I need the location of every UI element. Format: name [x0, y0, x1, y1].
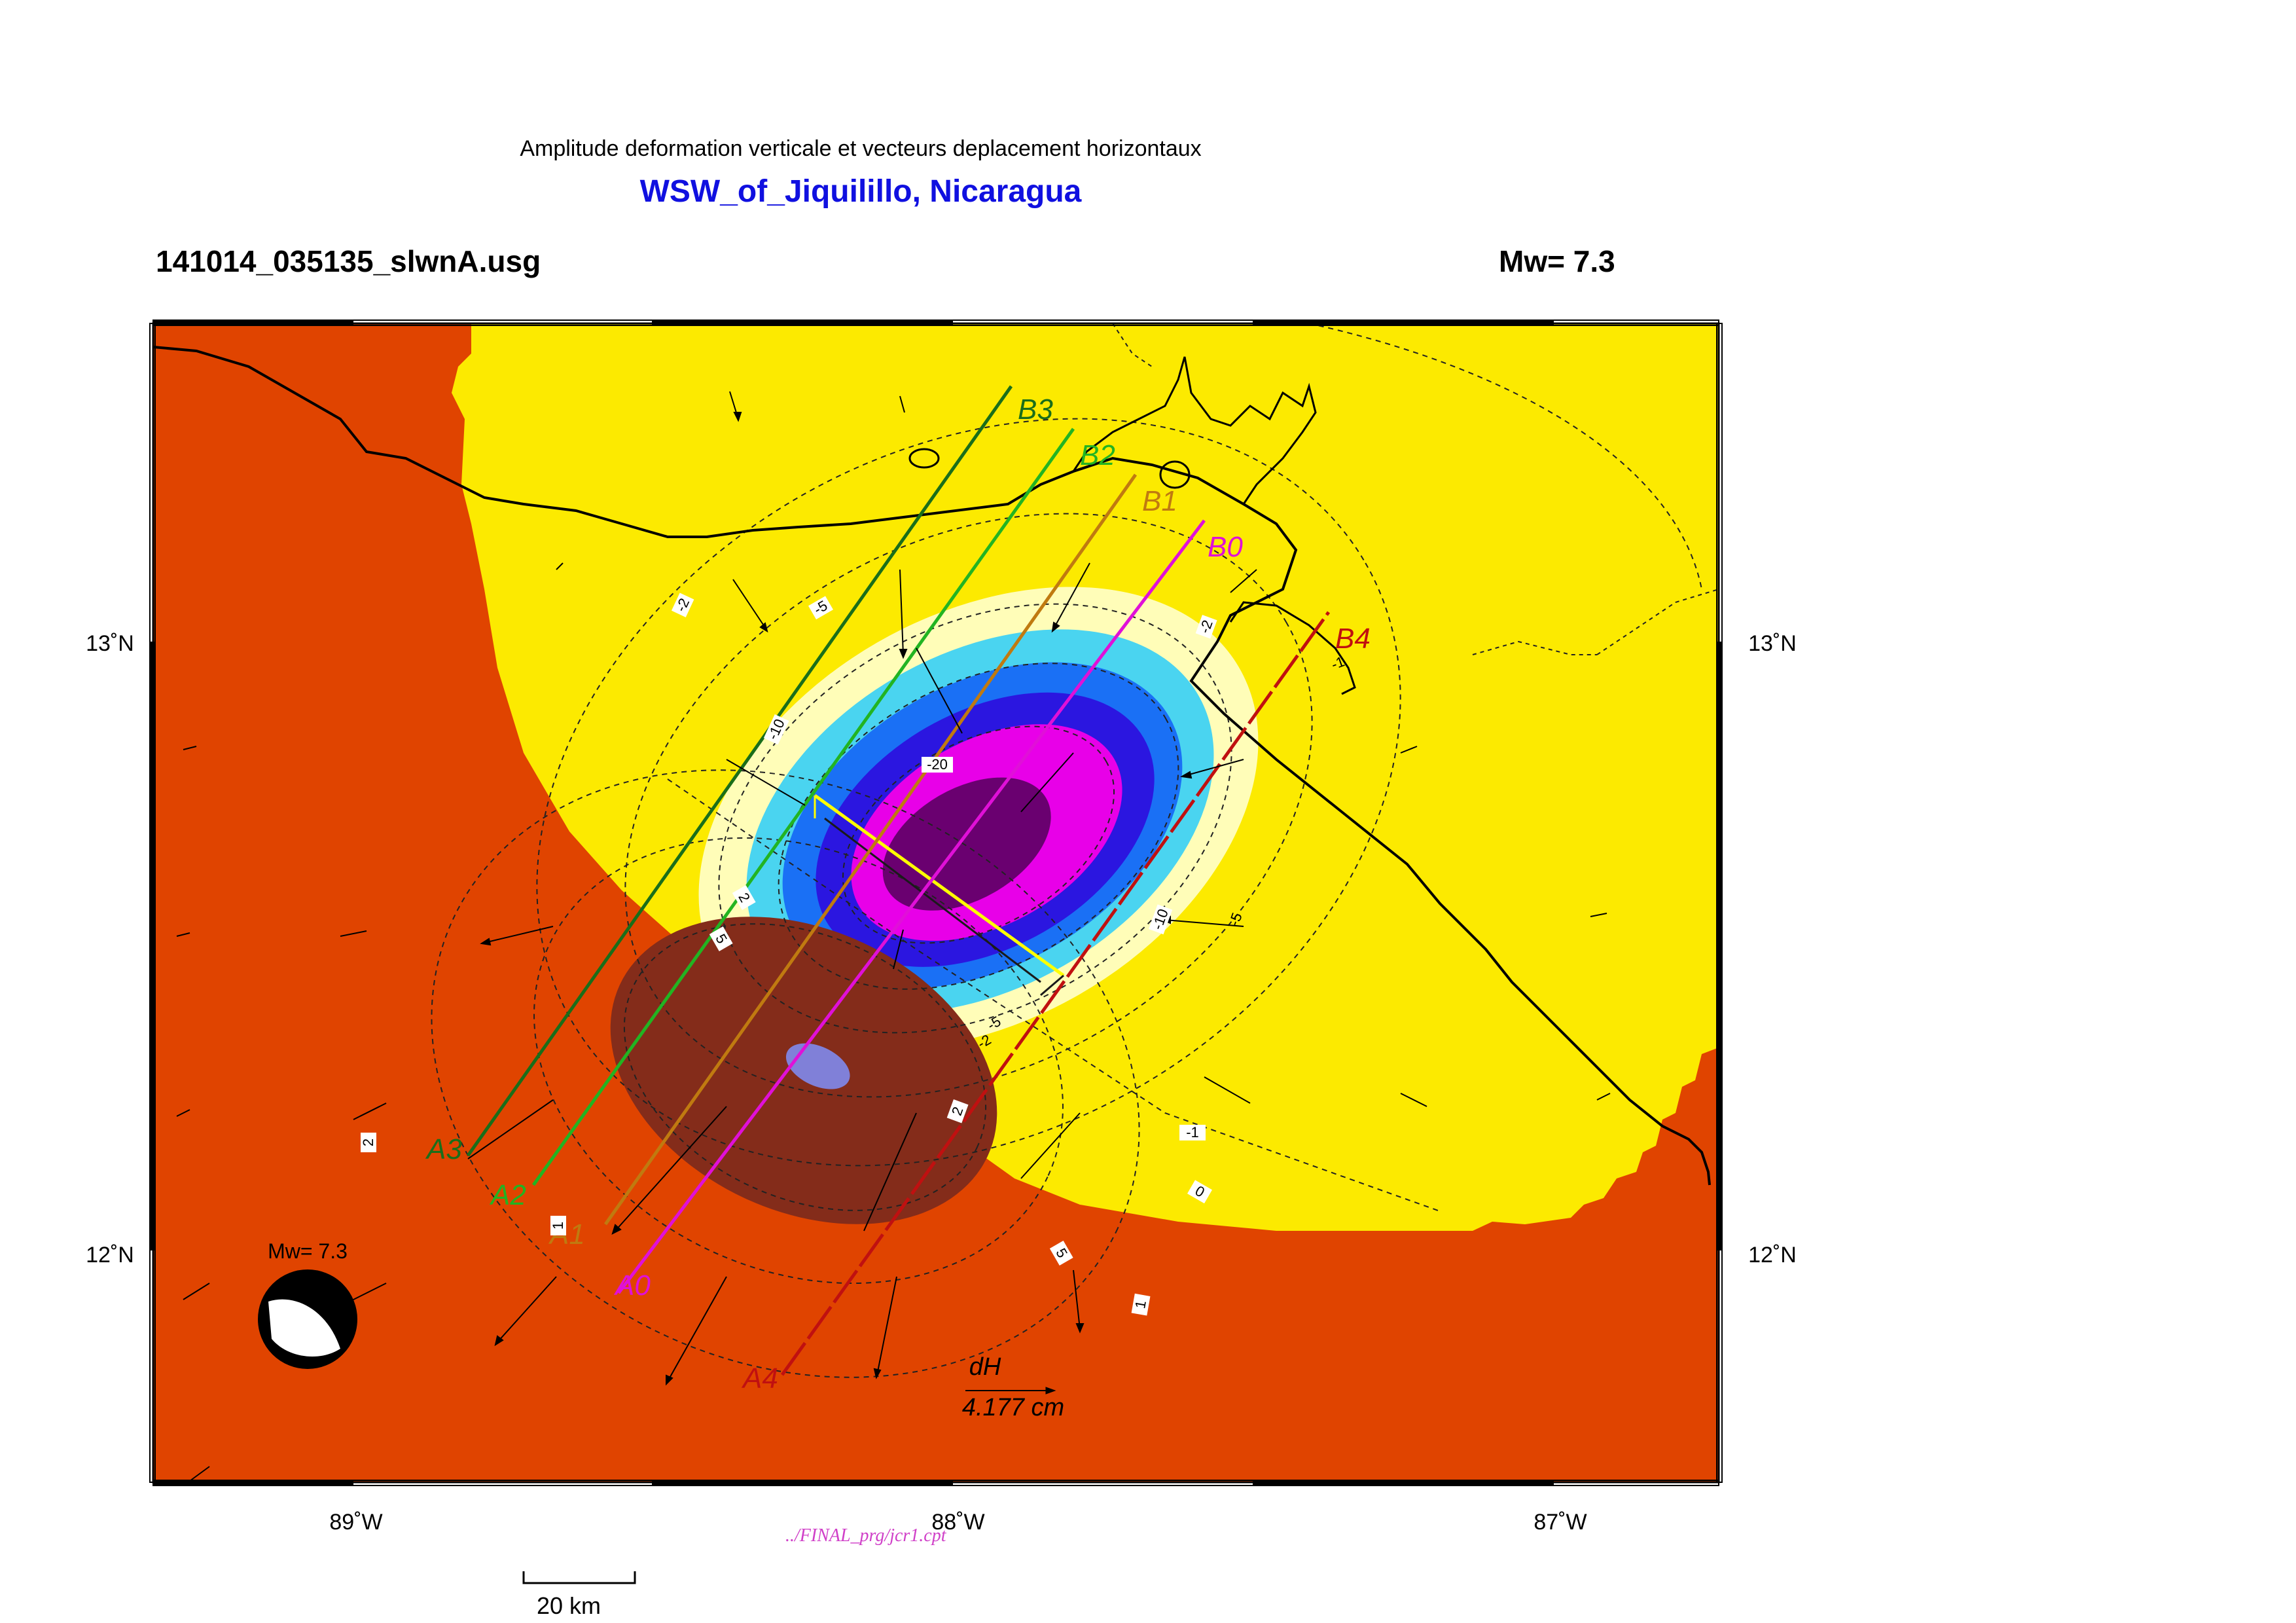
profile-label-a4: A4: [741, 1362, 778, 1395]
coastline: [153, 346, 1711, 1186]
profile-lines: [466, 385, 1331, 1376]
vector-legend-value: 4.177 cm: [962, 1394, 1064, 1421]
lat-label-13-right: 13˚N: [1748, 631, 1797, 656]
scale-bar: [522, 1571, 636, 1584]
lat-label-13-left: 13˚N: [86, 631, 134, 656]
lon-label-87: 87˚W: [1534, 1510, 1587, 1535]
profile-label-a2: A2: [489, 1179, 526, 1211]
contour-label: -20: [927, 756, 948, 773]
fault-plane: [814, 793, 1065, 996]
lon-label-88: 88˚W: [931, 1510, 984, 1535]
vector-legend-arrow: [965, 1387, 1056, 1395]
profile-line-a3-b3: [466, 385, 1013, 1157]
profile-label-b0: B0: [1208, 531, 1243, 563]
subsidence-lobe: [698, 587, 1259, 1050]
profile-label-b2: B2: [1080, 439, 1115, 471]
vector-legend: dH 4.177 cm: [962, 1353, 1064, 1421]
contour-label: 1: [550, 1222, 566, 1230]
frame-ticks: [149, 319, 1723, 1486]
profile-line-a1-b1: [603, 473, 1138, 1226]
cpt-file-label: ../FINAL_prg/jcr1.cpt: [785, 1525, 946, 1546]
profile-label-b4: B4: [1335, 623, 1371, 655]
vector-legend-symbol: dH: [969, 1353, 1001, 1381]
profile-line-a2-b2: [531, 428, 1075, 1186]
lat-label-12-right: 12˚N: [1748, 1243, 1797, 1267]
beachball-label: Mw= 7.3: [268, 1239, 348, 1263]
contour-label: 1: [1132, 1299, 1149, 1309]
profile-label-a3: A3: [425, 1133, 462, 1165]
profile-line-a0-b0: [617, 519, 1206, 1294]
contour-label: -1: [1186, 1124, 1199, 1140]
contour-lines: [431, 323, 1702, 1378]
profile-line-a4-b4: [780, 611, 1331, 1376]
contour-label: 2: [360, 1139, 376, 1146]
map-subtitle: Amplitude deformation verticale et vecte…: [520, 136, 1202, 161]
profile-label-b3: B3: [1018, 393, 1053, 426]
file-name-label: 141014_035135_slwnA.usg: [156, 244, 541, 278]
region-title: WSW_of_Jiquilillo, Nicaragua: [639, 174, 1082, 209]
lon-label-89: 89˚W: [329, 1510, 382, 1535]
displacement-vectors: [176, 391, 1611, 1482]
lat-label-12-left: 12˚N: [86, 1243, 134, 1267]
focal-mechanism-beachball: Mw= 7.3: [258, 1239, 357, 1369]
profile-label-b1: B1: [1142, 485, 1177, 517]
scale-bar-label: 20 km: [537, 1592, 601, 1619]
map-area: [153, 323, 1719, 1482]
profile-label-a0: A0: [613, 1269, 651, 1302]
profile-labels: B3 B2 B1 B0 B4 A3 A2 A1 A0 A4: [425, 393, 1371, 1395]
axis-labels: 89˚W 88˚W 87˚W 13˚N 12˚N 13˚N 12˚N: [86, 631, 1797, 1535]
magnitude-label: Mw= 7.3: [1499, 244, 1615, 278]
